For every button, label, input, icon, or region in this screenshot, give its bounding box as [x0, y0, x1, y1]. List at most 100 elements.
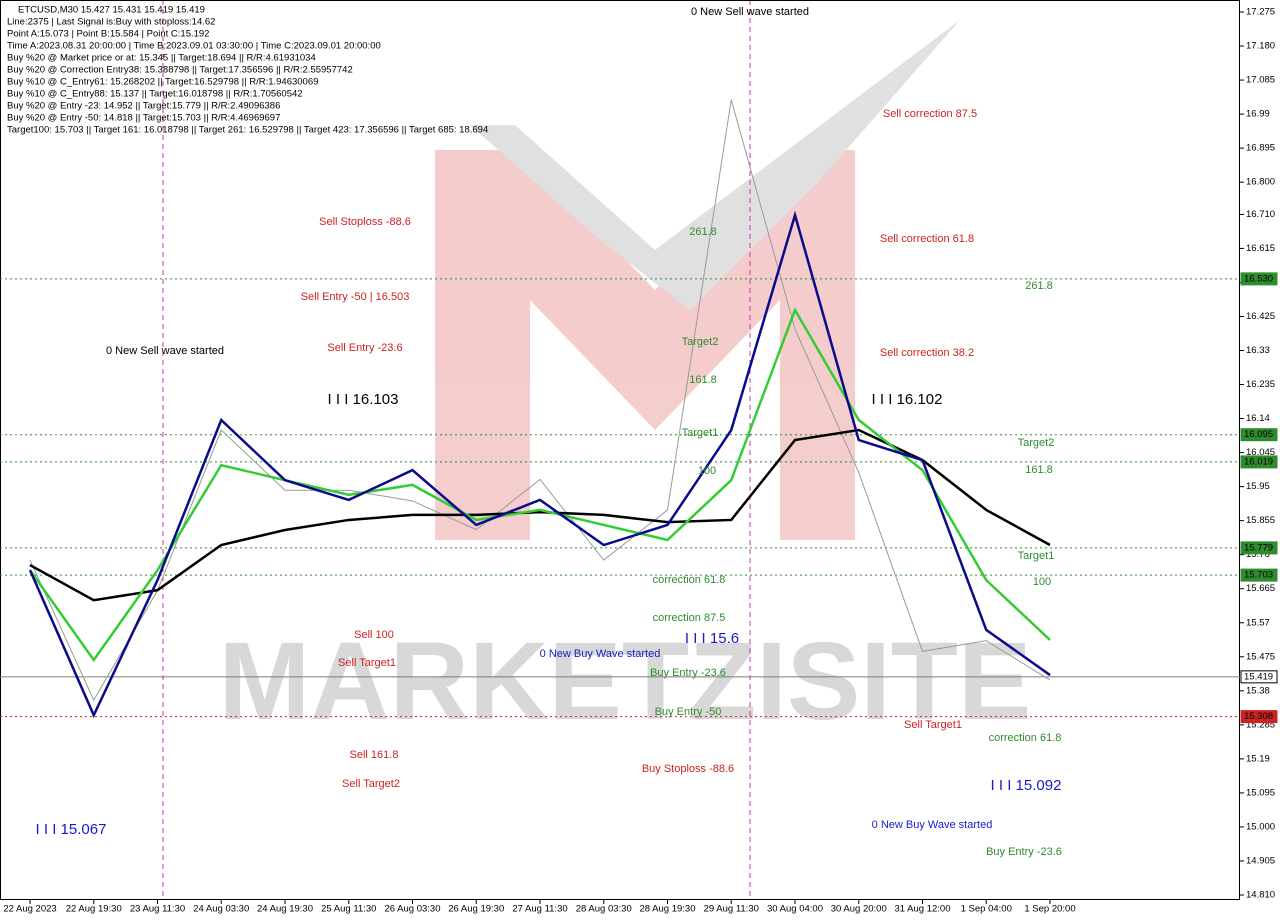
annotation: correction 87.5 [653, 612, 726, 624]
level-label: 15.308 [1244, 711, 1273, 722]
x-tick-label: 1 Sep 04:00 [961, 904, 1012, 915]
info-line: Target100: 15.703 || Target 161: 16.0187… [7, 125, 488, 136]
y-tick-label: 14.905 [1246, 855, 1275, 866]
y-tick-label: 16.33 [1246, 345, 1270, 356]
x-tick-label: 24 Aug 19:30 [257, 904, 313, 915]
annotation: Sell Target2 [342, 778, 400, 790]
level-label: 16.019 [1244, 456, 1273, 467]
level-label: 15.703 [1244, 570, 1273, 581]
annotation: Sell correction 38.2 [880, 347, 974, 359]
y-tick-label: 15.000 [1246, 821, 1275, 832]
annotation: correction 61.8 [653, 574, 726, 586]
annotation: I I I 15.067 [36, 821, 107, 838]
level-box [1240, 428, 1278, 442]
x-tick-label: 28 Aug 03:30 [576, 904, 632, 915]
x-tick-label: 30 Aug 20:00 [831, 904, 887, 915]
annotation: Buy Entry -50 [655, 706, 722, 718]
level-box [1240, 455, 1278, 469]
x-tick-label: 27 Aug 11:30 [512, 904, 567, 915]
x-tick-label: 29 Aug 11:30 [704, 904, 759, 915]
annotation: Target1 [682, 427, 719, 439]
annotation: I I I 16.102 [872, 391, 943, 408]
info-line: ETCUSD,M30 15.427 15.431 15.419 15.419 [18, 5, 205, 16]
y-tick-label: 16.99 [1246, 109, 1270, 120]
annotation: Buy Entry -23.6 [986, 846, 1062, 858]
annotation: I I I 15.6 [685, 630, 739, 647]
plot-border [0, 0, 1240, 900]
annotation: 0 New Sell wave started [691, 6, 809, 18]
series-line [28, 210, 1051, 719]
annotation: Sell 161.8 [350, 749, 399, 761]
y-tick-label: 16.895 [1246, 143, 1275, 154]
level-box [1240, 670, 1278, 684]
level-label: 16.095 [1244, 429, 1273, 440]
y-tick-label: 15.665 [1246, 583, 1275, 594]
info-line: Line:2375 | Last Signal is:Buy with stop… [7, 17, 215, 28]
info-line: Point A:15.073 | Point B:15.584 | Point … [7, 29, 209, 40]
annotation: Sell Entry -50 | 16.503 [301, 291, 410, 303]
annotation: I I I 15.092 [991, 777, 1062, 794]
x-tick-label: 28 Aug 19:30 [640, 904, 696, 915]
annotation: I I I 16.103 [328, 391, 399, 408]
y-tick-label: 17.085 [1246, 75, 1275, 86]
x-tick-label: 22 Aug 2023 [3, 904, 56, 915]
x-tick-label: 30 Aug 04:00 [767, 904, 823, 915]
annotation: correction 61.8 [989, 732, 1062, 744]
annotation: Buy Entry -23.6 [650, 667, 726, 679]
y-tick-label: 16.235 [1246, 379, 1275, 390]
y-tick-label: 16.14 [1246, 413, 1270, 424]
annotation: Sell correction 61.8 [880, 233, 974, 245]
level-box [1240, 710, 1278, 724]
y-tick-label: 15.95 [1246, 481, 1270, 492]
x-tick-label: 22 Aug 19:30 [66, 904, 122, 915]
x-tick-label: 24 Aug 03:30 [193, 904, 249, 915]
y-tick-label: 15.855 [1246, 515, 1275, 526]
annotation: 261.8 [1025, 280, 1053, 292]
y-tick-label: 14.810 [1246, 890, 1275, 901]
annotation: 0 New Buy Wave started [872, 819, 993, 831]
y-tick-label: 15.19 [1246, 753, 1270, 764]
annotation: Target2 [682, 336, 719, 348]
y-tick-label: 16.425 [1246, 311, 1275, 322]
y-tick-label: 16.710 [1246, 209, 1275, 220]
x-tick-label: 31 Aug 12:00 [895, 904, 951, 915]
y-tick-label: 15.475 [1246, 651, 1275, 662]
info-line: Buy %10 @ C_Entry88: 15.137 || Target:16… [7, 89, 303, 100]
annotation: Target1 [1018, 550, 1055, 562]
y-tick-label: 16.045 [1246, 447, 1275, 458]
level-label: 15.419 [1244, 671, 1273, 682]
annotation: Target2 [1018, 437, 1055, 449]
annotation: 161.8 [689, 374, 717, 386]
annotation: 100 [698, 465, 716, 477]
info-line: Buy %20 @ Entry -23: 14.952 || Target:15… [7, 101, 280, 112]
annotation: 0 New Sell wave started [106, 345, 224, 357]
x-tick-label: 26 Aug 03:30 [385, 904, 441, 915]
annotation: 261.8 [689, 226, 717, 238]
annotation: 0 New Buy Wave started [540, 648, 661, 660]
annotation: 161.8 [1025, 464, 1053, 476]
y-tick-label: 15.285 [1246, 719, 1275, 730]
x-tick-label: 25 Aug 11:30 [321, 904, 376, 915]
annotation: Sell Stoploss -88.6 [319, 216, 411, 228]
x-tick-label: 1 Sep 20:00 [1024, 904, 1075, 915]
series-line [29, 99, 1051, 702]
annotation: Sell Target1 [338, 657, 396, 669]
y-tick-label: 17.275 [1246, 7, 1275, 18]
annotation: 100 [1033, 576, 1051, 588]
x-tick-label: 23 Aug 11:30 [130, 904, 185, 915]
info-line: Time A:2023.08.31 20:00:00 | Time B:2023… [7, 41, 381, 52]
y-tick-label: 16.800 [1246, 177, 1275, 188]
info-line: Buy %20 @ Entry -50: 14.818 || Target:15… [7, 113, 280, 124]
series-line [29, 428, 1051, 602]
y-tick-label: 15.38 [1246, 685, 1270, 696]
info-line: Buy %20 @ Market price or at: 15.345 || … [7, 53, 316, 64]
x-tick-label: 26 Aug 19:30 [448, 904, 504, 915]
y-tick-label: 16.615 [1246, 243, 1275, 254]
y-tick-label: 15.76 [1246, 549, 1270, 560]
info-line: Buy %20 @ Correction Entry38: 15.388798 … [7, 65, 353, 76]
annotation: Buy Stoploss -88.6 [642, 763, 734, 775]
y-tick-label: 15.095 [1246, 787, 1275, 798]
y-tick-label: 17.180 [1246, 41, 1275, 52]
